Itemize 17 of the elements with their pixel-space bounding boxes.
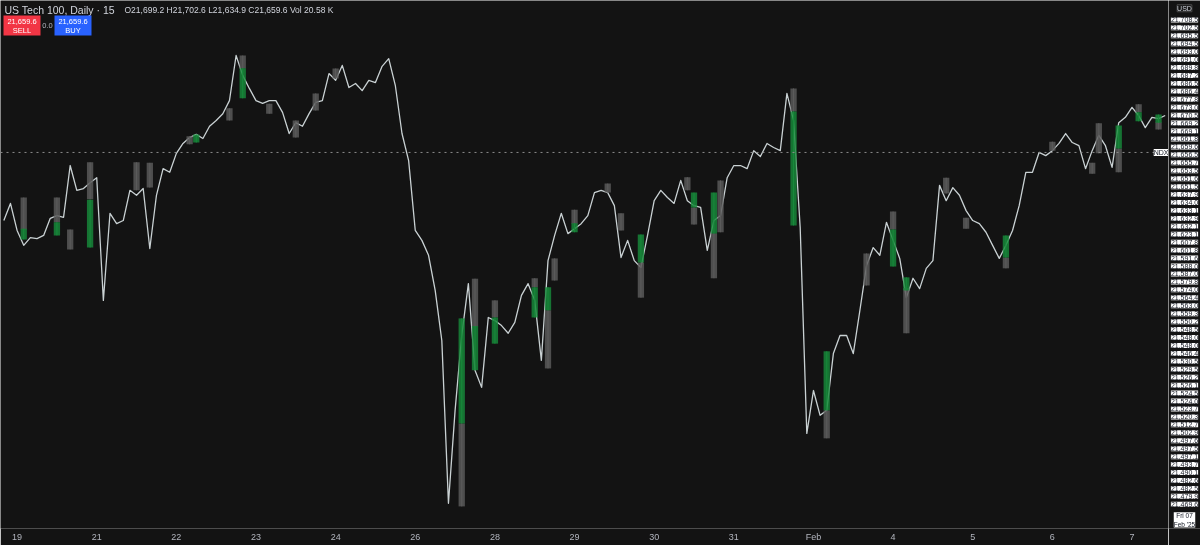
x-tick-label: 21 — [91, 531, 102, 542]
x-tick-label: 31 — [728, 531, 739, 542]
x-tick-label: 7 — [1129, 531, 1135, 542]
x-tick-label: Feb — [805, 531, 822, 542]
x-tick-label: 23 — [250, 531, 262, 542]
x-tick-label: 26 — [410, 531, 421, 542]
x-tick-label: 19 — [12, 531, 23, 542]
x-tick-label: 5 — [970, 531, 976, 542]
x-tick-label: 22 — [171, 531, 182, 542]
x-tick-label: 28 — [489, 531, 500, 542]
chart-subtitle: O21,699.2 H21,702.6 L21,634.9 C21,659.6 Vol 20.58 K — [124, 5, 334, 15]
x-tick-label: 30 — [649, 531, 660, 542]
chart-title: US Tech 100, Daily · 15 — [4, 3, 115, 16]
x-tick-label: 29 — [569, 531, 580, 542]
x-tick-label: 4 — [890, 531, 896, 542]
x-tick-label: 24 — [330, 531, 341, 542]
x-tick-label: 6 — [1049, 531, 1055, 542]
